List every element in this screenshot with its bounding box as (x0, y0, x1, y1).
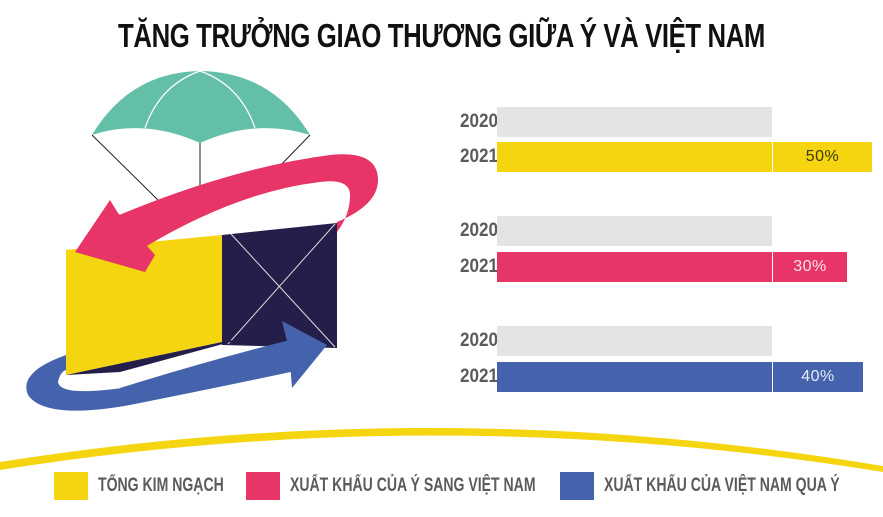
growth-label: 40% (773, 362, 863, 392)
decorative-arc (0, 427, 883, 472)
growth-label: 50% (773, 142, 872, 172)
package-box-icon (66, 223, 337, 375)
parachute-icon (92, 70, 310, 143)
group-total-turnover: 2020 2021 50% (420, 107, 883, 177)
legend-swatch-pink (246, 472, 280, 500)
year-label: 2021 (459, 146, 498, 167)
year-label: 2021 (459, 256, 498, 277)
year-label: 2020 (459, 111, 498, 132)
legend-label: TỔNG KIM NGẠCH (98, 475, 224, 496)
legend-label: XUẤT KHẨU CỦA Ý SANG VIỆT NAM (290, 475, 536, 496)
import-arrow-icon (75, 154, 378, 272)
year-label: 2021 (459, 366, 498, 387)
bar-row-2020: 2020 (420, 107, 883, 137)
chart-legend: TỔNG KIM NGẠCH XUẤT KHẨU CỦA Ý SANG VIỆT… (0, 465, 883, 505)
legend-swatch-yellow (54, 472, 88, 500)
group-italy-exports: 2020 2021 30% (420, 216, 883, 286)
export-arrow-icon (26, 321, 327, 411)
bar-row-2021: 2021 50% (420, 142, 883, 172)
bar-2020 (497, 107, 772, 137)
bar-row-2021: 2021 30% (420, 252, 883, 282)
bar-row-2020: 2020 (420, 216, 883, 246)
growth-bar-chart: 2020 2021 50% 2020 2021 30% 2020 (420, 95, 883, 415)
legend-label: XUẤT KHẨU CỦA VIỆT NAM QUA Ý (604, 475, 840, 496)
year-label: 2020 (459, 220, 498, 241)
bar-2021-base (497, 142, 772, 172)
bar-row-2020: 2020 (420, 326, 883, 356)
group-vietnam-exports: 2020 2021 40% (420, 326, 883, 396)
legend-swatch-blue (560, 472, 594, 500)
growth-label: 30% (773, 252, 847, 282)
trade-illustration (26, 70, 378, 411)
page-title: TĂNG TRƯỞNG GIAO THƯƠNG GIỮA Ý VÀ VIỆT N… (118, 17, 765, 54)
bar-2020 (497, 326, 772, 356)
year-label: 2020 (459, 330, 498, 351)
bar-2021-base (497, 362, 772, 392)
bar-row-2021: 2021 40% (420, 362, 883, 392)
bar-2020 (497, 216, 772, 246)
bar-2021-base (497, 252, 772, 282)
